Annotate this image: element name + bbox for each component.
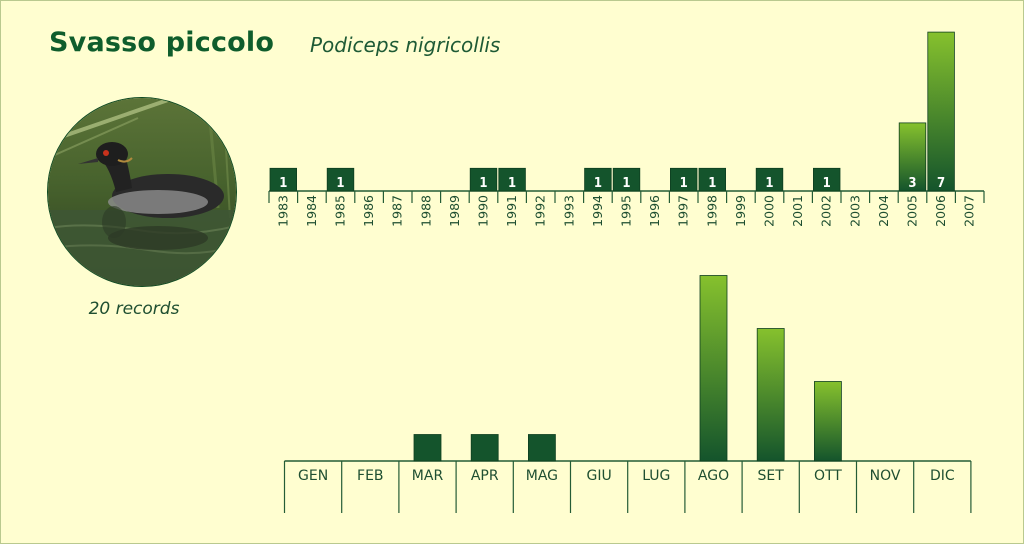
year-bar (612, 167, 641, 192)
year-tick-label: 1984 (304, 195, 319, 227)
year-value-label: 3 (908, 176, 916, 191)
year-bar (698, 167, 727, 192)
year-tick-label: 1996 (647, 195, 662, 227)
year-tick-label: 1990 (476, 195, 491, 227)
year-value-label: 1 (680, 176, 688, 191)
year-value-label: 1 (336, 176, 344, 191)
year-value-label: 1 (279, 176, 287, 191)
month-tick-label: GIU (586, 468, 611, 484)
year-bar (498, 167, 526, 192)
month-tick-label: GEN (298, 468, 328, 484)
year-value-label: 1 (823, 176, 831, 191)
year-tick-label: 1989 (447, 195, 462, 227)
month-tick-label: FEB (357, 468, 384, 484)
year-tick-label: 1993 (561, 195, 576, 227)
month-tick-label: MAR (412, 468, 444, 484)
month-bar (413, 434, 442, 462)
year-tick-label: 2007 (962, 195, 977, 227)
grebe-illustration (48, 98, 236, 286)
year-tick-label: 2005 (905, 195, 920, 227)
species-scientific-name: Podiceps nigricollis (310, 33, 501, 57)
year-tick-label: 1998 (704, 195, 719, 227)
year-tick-label: 2002 (819, 195, 834, 227)
year-tick-label: 1997 (676, 195, 691, 227)
year-bar (813, 167, 841, 192)
year-tick-label: 1983 (275, 195, 290, 227)
year-value-label: 7 (937, 176, 945, 191)
year-bar (269, 167, 298, 192)
year-tick-label: 2000 (762, 195, 777, 227)
year-tick-label: 1992 (533, 195, 548, 227)
year-tick-label: 1987 (390, 195, 405, 227)
year-tick-label: 2006 (933, 195, 948, 227)
year-value-label: 1 (708, 176, 716, 191)
year-bar (898, 122, 927, 192)
year-bar (326, 167, 355, 192)
month-tick-label: AGO (698, 468, 729, 484)
month-bar (699, 275, 728, 462)
year-value-label: 1 (479, 176, 487, 191)
year-tick-label: 1986 (361, 195, 376, 227)
month-bar (528, 434, 556, 462)
year-bar (755, 167, 784, 192)
year-tick-label: 1988 (418, 195, 433, 227)
records-count: 20 records (88, 299, 180, 319)
year-tick-label: 1985 (333, 195, 348, 227)
month-bar (814, 381, 842, 462)
yearly-records-chart: 1 1983 1984 1 1985 1986 1987 1988 1989 1 1990 1 1991… (268, 31, 985, 227)
month-tick-label: MAG (526, 468, 558, 484)
month-tick-label: SET (758, 468, 785, 484)
month-tick-label: LUG (642, 468, 670, 484)
year-value-label: 1 (508, 176, 516, 191)
month-bar (470, 434, 499, 462)
year-tick-label: 2003 (847, 195, 862, 227)
month-tick-label: NOV (870, 468, 901, 484)
year-bar (670, 167, 698, 192)
year-tick-label: 1995 (619, 195, 634, 227)
month-tick-label: DIC (930, 468, 955, 484)
year-tick-label: 1991 (504, 195, 519, 227)
year-value-label: 1 (622, 176, 630, 191)
month-tick-label: OTT (814, 468, 842, 484)
year-tick-label: 2004 (876, 195, 891, 227)
year-tick-label: 1994 (590, 195, 605, 227)
grebe-photo (47, 97, 237, 287)
year-tick-label: 1999 (733, 195, 748, 227)
month-tick-label: APR (471, 468, 499, 484)
year-bar (469, 167, 498, 192)
year-value-label: 1 (765, 176, 773, 191)
year-value-label: 1 (594, 176, 602, 191)
monthly-records-chart: GEN FEB MAR APR MAG GIU LUG AGO SET OTT NOV DIC (283, 275, 972, 513)
year-bar (927, 31, 955, 192)
year-tick-label: 2001 (790, 195, 805, 227)
month-bar (756, 328, 785, 462)
species-common-name: Svasso piccolo (49, 27, 275, 58)
year-bar (584, 167, 612, 192)
